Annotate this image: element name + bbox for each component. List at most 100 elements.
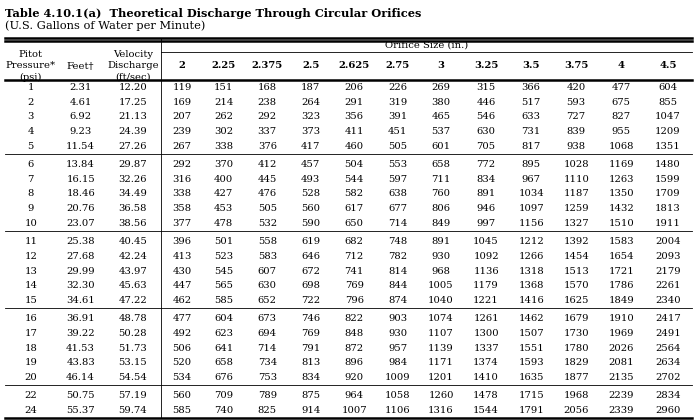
Text: 1327: 1327 — [564, 219, 589, 228]
Text: 604: 604 — [658, 83, 678, 92]
Text: 1221: 1221 — [473, 296, 499, 305]
Text: 316: 316 — [172, 175, 192, 184]
Text: 2340: 2340 — [655, 296, 680, 305]
Text: 546: 546 — [477, 112, 496, 121]
Text: 1478: 1478 — [473, 391, 499, 400]
Text: 292: 292 — [172, 160, 192, 169]
Text: 411: 411 — [345, 127, 364, 136]
Text: 506: 506 — [172, 344, 192, 353]
Text: 447: 447 — [172, 281, 192, 290]
Text: 453: 453 — [214, 204, 234, 213]
Text: 1721: 1721 — [608, 267, 634, 276]
Text: 20: 20 — [24, 373, 37, 382]
Text: 984: 984 — [388, 358, 407, 368]
Text: 517: 517 — [521, 97, 541, 107]
Text: 1849: 1849 — [608, 296, 634, 305]
Text: 323: 323 — [301, 112, 320, 121]
Text: 206: 206 — [345, 83, 363, 92]
Text: 1968: 1968 — [564, 391, 589, 400]
Text: 20.76: 20.76 — [66, 204, 95, 213]
Text: 6.92: 6.92 — [70, 112, 92, 121]
Text: 849: 849 — [432, 219, 450, 228]
Text: 214: 214 — [214, 97, 234, 107]
Text: 12: 12 — [24, 252, 37, 261]
Text: 4: 4 — [618, 61, 625, 71]
Text: 319: 319 — [388, 97, 407, 107]
Text: Table 4.10.1(a)  Theoretical Discharge Through Circular Orifices: Table 4.10.1(a) Theoretical Discharge Th… — [5, 8, 421, 19]
Text: 1209: 1209 — [655, 127, 680, 136]
Text: 1454: 1454 — [563, 252, 589, 261]
Text: 1156: 1156 — [518, 219, 544, 228]
Text: 834: 834 — [477, 175, 496, 184]
Text: 822: 822 — [345, 314, 363, 323]
Text: 1911: 1911 — [655, 219, 681, 228]
Text: 16: 16 — [24, 314, 37, 323]
Text: 2: 2 — [28, 97, 34, 107]
Text: 2135: 2135 — [608, 373, 634, 382]
Text: 673: 673 — [258, 314, 277, 323]
Text: 40.45: 40.45 — [118, 237, 147, 246]
Text: 9: 9 — [28, 204, 34, 213]
Text: 366: 366 — [522, 83, 541, 92]
Text: 17: 17 — [24, 329, 37, 338]
Text: 1212: 1212 — [518, 237, 544, 246]
Text: 50.75: 50.75 — [66, 391, 95, 400]
Text: 930: 930 — [388, 329, 407, 338]
Text: 817: 817 — [521, 142, 541, 151]
Text: 920: 920 — [345, 373, 363, 382]
Text: 1654: 1654 — [608, 252, 634, 261]
Text: 1068: 1068 — [608, 142, 634, 151]
Text: 891: 891 — [477, 189, 496, 199]
Text: 505: 505 — [258, 204, 277, 213]
Text: 968: 968 — [432, 267, 450, 276]
Text: 604: 604 — [214, 314, 234, 323]
Text: 356: 356 — [345, 112, 363, 121]
Text: 53.15: 53.15 — [119, 358, 147, 368]
Text: 315: 315 — [477, 83, 496, 92]
Text: 400: 400 — [214, 175, 234, 184]
Text: 560: 560 — [301, 204, 320, 213]
Text: 1829: 1829 — [564, 358, 589, 368]
Text: 630: 630 — [477, 127, 496, 136]
Text: 760: 760 — [432, 189, 450, 199]
Text: 24.39: 24.39 — [119, 127, 147, 136]
Text: 391: 391 — [388, 112, 407, 121]
Text: 769: 769 — [301, 329, 320, 338]
Text: 8: 8 — [28, 189, 34, 199]
Text: 650: 650 — [345, 219, 363, 228]
Text: 827: 827 — [612, 112, 631, 121]
Text: 1462: 1462 — [518, 314, 544, 323]
Text: 619: 619 — [301, 237, 320, 246]
Text: 1110: 1110 — [563, 175, 589, 184]
Text: 537: 537 — [432, 127, 450, 136]
Text: 302: 302 — [214, 127, 234, 136]
Text: 1047: 1047 — [655, 112, 680, 121]
Text: 796: 796 — [345, 296, 363, 305]
Text: 413: 413 — [172, 252, 192, 261]
Text: 57.19: 57.19 — [119, 391, 147, 400]
Text: 806: 806 — [432, 204, 450, 213]
Text: 187: 187 — [301, 83, 320, 92]
Text: 834: 834 — [301, 373, 320, 382]
Text: 2093: 2093 — [655, 252, 680, 261]
Text: 1266: 1266 — [518, 252, 543, 261]
Text: 47.22: 47.22 — [119, 296, 147, 305]
Text: 1480: 1480 — [655, 160, 680, 169]
Text: 558: 558 — [258, 237, 277, 246]
Text: 1040: 1040 — [428, 296, 454, 305]
Text: 532: 532 — [258, 219, 277, 228]
Text: 844: 844 — [388, 281, 407, 290]
Text: 676: 676 — [214, 373, 234, 382]
Text: 1599: 1599 — [655, 175, 680, 184]
Text: 22: 22 — [24, 391, 37, 400]
Text: 791: 791 — [301, 344, 320, 353]
Text: 2026: 2026 — [609, 344, 634, 353]
Text: 1715: 1715 — [518, 391, 544, 400]
Text: 46.14: 46.14 — [66, 373, 95, 382]
Text: 477: 477 — [172, 314, 192, 323]
Text: 528: 528 — [301, 189, 320, 199]
Text: 39.22: 39.22 — [66, 329, 95, 338]
Text: 2.25: 2.25 — [212, 61, 236, 71]
Text: 1171: 1171 — [428, 358, 454, 368]
Text: 789: 789 — [258, 391, 277, 400]
